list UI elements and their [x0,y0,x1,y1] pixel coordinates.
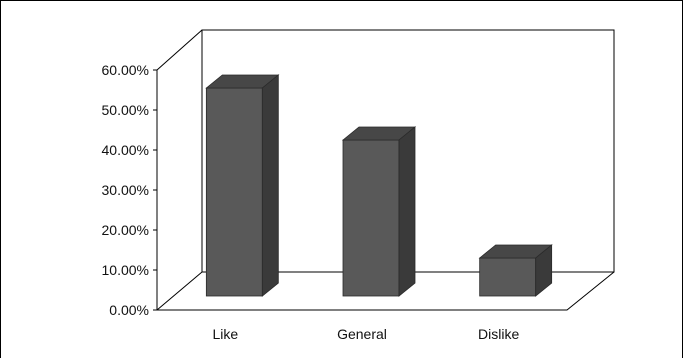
x-tick-label-general: General [337,326,387,342]
y-tick-label: 30.00% [102,182,149,198]
y-tick-label: 20.00% [102,222,149,238]
x-tick-label-like: Like [212,326,238,342]
y-tick-label: 40.00% [102,142,149,158]
y-tick-label: 60.00% [102,62,149,78]
y-tick-label: 50.00% [102,102,149,118]
bar-dislike [479,257,537,297]
bar-side-like [261,74,279,297]
x-tick-label-dislike: Dislike [478,326,519,342]
bar-general [342,139,400,297]
bar-side-dislike [535,244,553,297]
bar-side-general [398,126,416,297]
y-tick-label: 10.00% [102,262,149,278]
bar-like [205,87,263,297]
side-wall-edges [156,29,203,311]
y-tick-label: 0.00% [109,302,149,318]
floor-edges [157,271,615,311]
